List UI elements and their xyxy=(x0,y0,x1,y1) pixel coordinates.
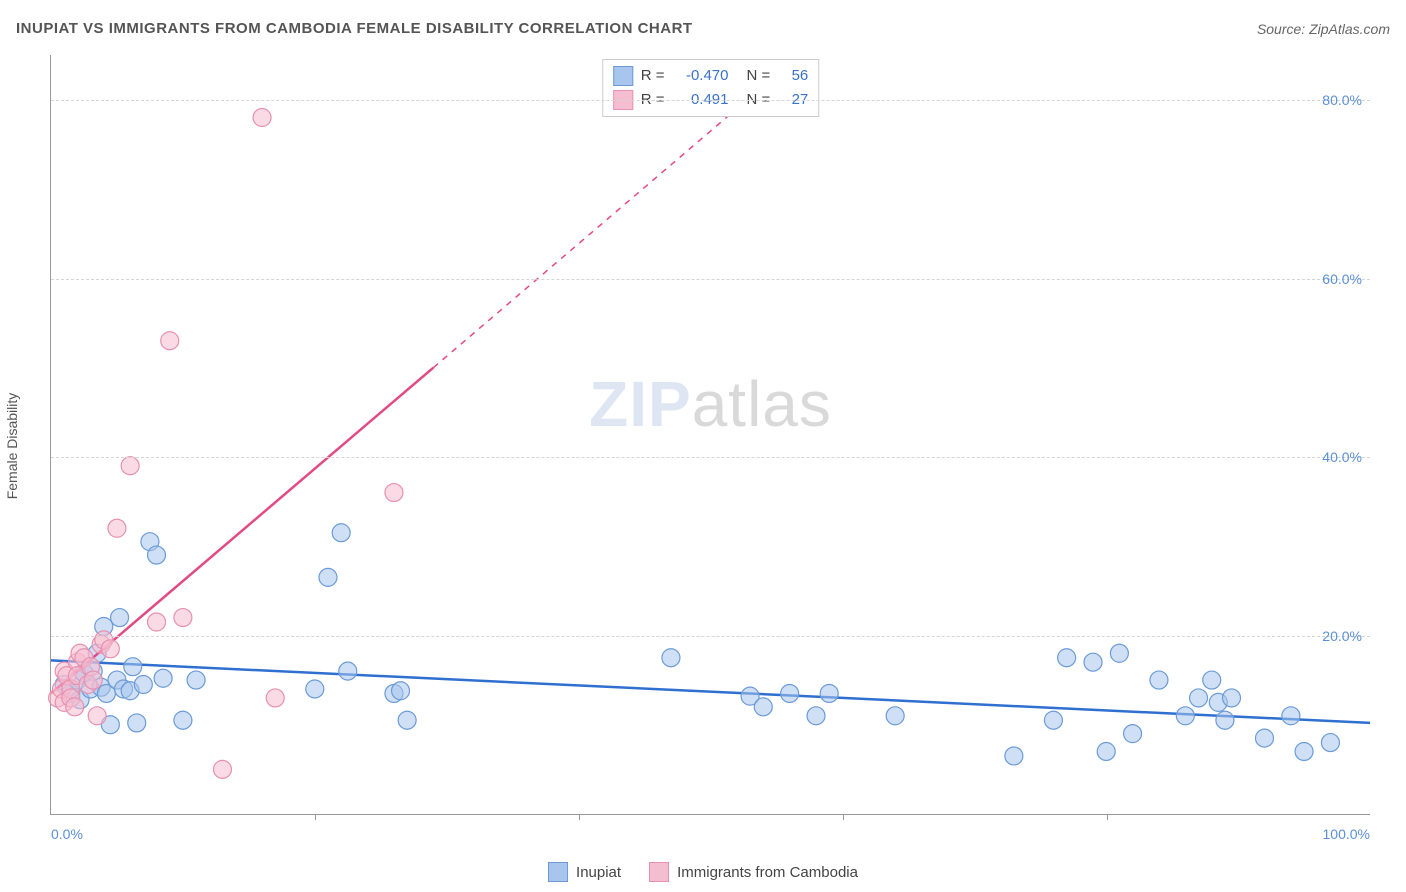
data-point xyxy=(385,484,403,502)
data-point xyxy=(1255,729,1273,747)
data-point xyxy=(319,568,337,586)
data-point xyxy=(66,698,84,716)
data-point xyxy=(1124,725,1142,743)
stats-box: R = -0.470 N = 56 R = 0.491 N = 27 xyxy=(602,59,820,117)
data-point xyxy=(1295,743,1313,761)
legend-swatch xyxy=(548,862,568,882)
data-point xyxy=(1058,649,1076,667)
stat-r-value: -0.470 xyxy=(673,64,729,88)
x-tick xyxy=(315,814,316,820)
data-point xyxy=(1282,707,1300,725)
trend-line-dashed xyxy=(434,109,737,368)
stat-n-value: 56 xyxy=(778,64,808,88)
data-point xyxy=(174,711,192,729)
data-point xyxy=(1321,734,1339,752)
data-point xyxy=(88,707,106,725)
data-point xyxy=(174,609,192,627)
data-point xyxy=(1084,653,1102,671)
stats-swatch xyxy=(613,66,633,86)
data-point xyxy=(148,613,166,631)
data-point xyxy=(886,707,904,725)
grid-line xyxy=(51,100,1370,101)
data-point xyxy=(161,332,179,350)
data-point xyxy=(332,524,350,542)
data-point xyxy=(1097,743,1115,761)
legend-label: Inupiat xyxy=(576,864,621,881)
data-point xyxy=(84,671,102,689)
data-point xyxy=(1190,689,1208,707)
plot-area: ZIPatlas R = -0.470 N = 56 R = 0.491 N =… xyxy=(50,55,1370,815)
data-point xyxy=(253,109,271,127)
x-tick xyxy=(579,814,580,820)
grid-line xyxy=(51,457,1370,458)
y-tick-label: 80.0% xyxy=(1322,92,1362,108)
chart-svg xyxy=(51,55,1370,814)
data-point xyxy=(807,707,825,725)
trend-line xyxy=(51,660,1370,723)
data-point xyxy=(1044,711,1062,729)
data-point xyxy=(1223,689,1241,707)
legend-item: Inupiat xyxy=(548,862,621,882)
data-point xyxy=(213,760,231,778)
chart-title: INUPIAT VS IMMIGRANTS FROM CAMBODIA FEMA… xyxy=(16,20,693,37)
data-point xyxy=(111,609,129,627)
grid-line xyxy=(51,279,1370,280)
stats-row: R = -0.470 N = 56 xyxy=(613,64,809,88)
legend-label: Immigrants from Cambodia xyxy=(677,864,858,881)
title-bar: INUPIAT VS IMMIGRANTS FROM CAMBODIA FEMA… xyxy=(16,20,1390,37)
data-point xyxy=(134,676,152,694)
data-point xyxy=(1110,644,1128,662)
data-point xyxy=(108,519,126,537)
data-point xyxy=(754,698,772,716)
data-point xyxy=(154,669,172,687)
data-point xyxy=(148,546,166,564)
data-point xyxy=(398,711,416,729)
data-point xyxy=(1150,671,1168,689)
y-axis-label: Female Disability xyxy=(4,393,20,500)
bottom-legend: Inupiat Immigrants from Cambodia xyxy=(548,862,858,882)
source-label: Source: ZipAtlas.com xyxy=(1257,21,1390,37)
data-point xyxy=(781,684,799,702)
data-point xyxy=(820,684,838,702)
data-point xyxy=(124,658,142,676)
data-point xyxy=(1005,747,1023,765)
data-point xyxy=(306,680,324,698)
data-point xyxy=(339,662,357,680)
x-tick-label: 100.0% xyxy=(1323,826,1370,842)
data-point xyxy=(101,640,119,658)
legend-item: Immigrants from Cambodia xyxy=(649,862,858,882)
x-tick-label: 0.0% xyxy=(51,826,83,842)
data-point xyxy=(1176,707,1194,725)
y-tick-label: 20.0% xyxy=(1322,628,1362,644)
stat-n-label: N = xyxy=(747,64,771,88)
y-tick-label: 40.0% xyxy=(1322,449,1362,465)
x-tick xyxy=(1107,814,1108,820)
data-point xyxy=(1203,671,1221,689)
stat-r-label: R = xyxy=(641,64,665,88)
data-point xyxy=(187,671,205,689)
legend-swatch xyxy=(649,862,669,882)
x-tick xyxy=(843,814,844,820)
data-point xyxy=(266,689,284,707)
data-point xyxy=(662,649,680,667)
y-tick-label: 60.0% xyxy=(1322,271,1362,287)
grid-line xyxy=(51,636,1370,637)
data-point xyxy=(121,457,139,475)
data-point xyxy=(392,682,410,700)
data-point xyxy=(1216,711,1234,729)
data-point xyxy=(128,714,146,732)
